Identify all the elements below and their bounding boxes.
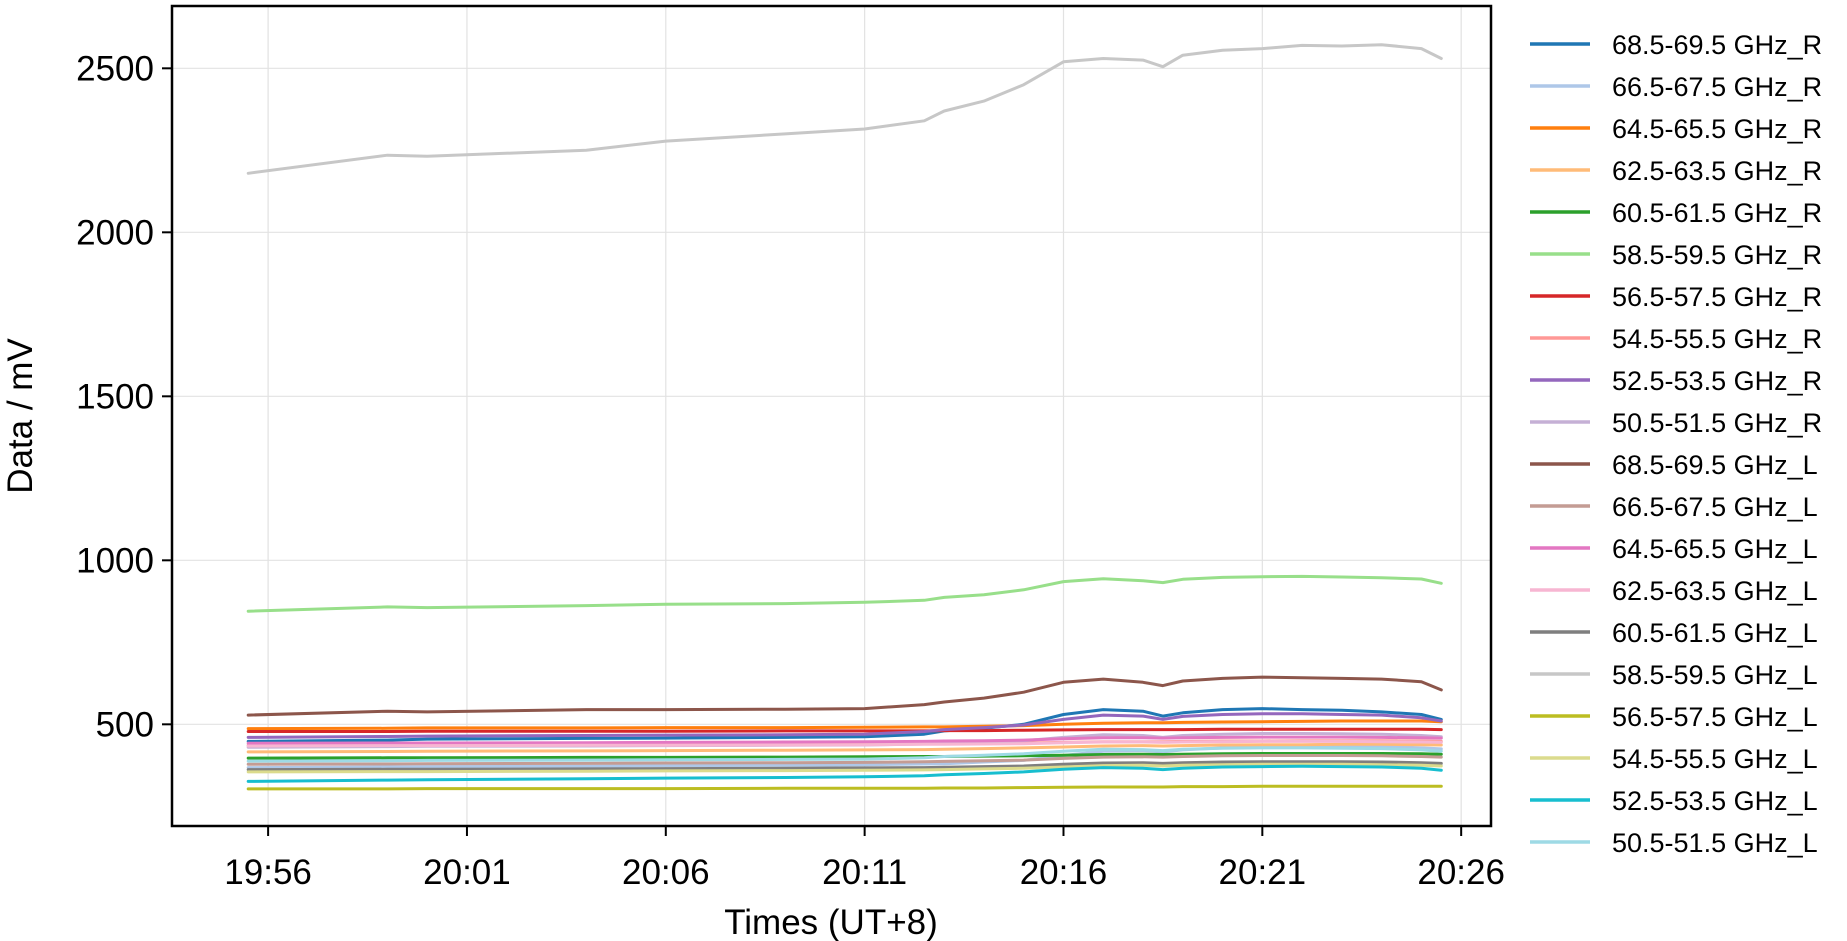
legend-label: 52.5-53.5 GHz_L: [1612, 786, 1818, 816]
series-line: [246, 746, 1443, 763]
legend-label: 60.5-61.5 GHz_L: [1612, 618, 1818, 648]
y-axis-ticks: 500 1000 1500 2000 2500: [76, 49, 172, 744]
x-tick-label: 20:21: [1219, 853, 1307, 892]
y-tick-label: 2500: [76, 49, 154, 88]
legend-label: 68.5-69.5 GHz_R: [1612, 30, 1822, 60]
series-line: [246, 760, 1443, 772]
legend-label: 68.5-69.5 GHz_L: [1612, 450, 1818, 480]
series-line: [246, 43, 1443, 175]
x-tick-label: 20:11: [822, 853, 907, 892]
x-tick-label: 20:01: [423, 853, 511, 892]
series-line: [246, 752, 1443, 760]
legend-label: 64.5-65.5 GHz_R: [1612, 114, 1822, 144]
legend-label: 54.5-55.5 GHz_L: [1612, 744, 1818, 774]
plot-frame: [170, 4, 1493, 828]
x-tick-label: 19:56: [224, 853, 312, 892]
series-line: [246, 707, 1443, 743]
legend-label: 66.5-67.5 GHz_R: [1612, 72, 1822, 102]
y-axis-label: Data / mV: [1, 338, 40, 494]
series-line: [246, 574, 1443, 613]
x-tick-label: 20:06: [622, 853, 710, 892]
legend-label: 58.5-59.5 GHz_L: [1612, 660, 1818, 690]
legend-label: 58.5-59.5 GHz_R: [1612, 240, 1822, 270]
series-line: [246, 742, 1443, 754]
x-tick-label: 20:26: [1417, 853, 1505, 892]
x-tick-label: 20:16: [1020, 853, 1108, 892]
legend-label: 60.5-61.5 GHz_R: [1612, 198, 1822, 228]
legend-label: 64.5-65.5 GHz_L: [1612, 534, 1818, 564]
legend: 68.5-69.5 GHz_R 66.5-67.5 GHz_R 64.5-65.5 …: [1530, 30, 1822, 858]
legend-label: 50.5-51.5 GHz_R: [1612, 408, 1822, 438]
grid-lines: [172, 6, 1491, 826]
y-tick-label: 1000: [76, 541, 154, 580]
legend-label: 66.5-67.5 GHz_L: [1612, 492, 1818, 522]
series-line: [246, 719, 1443, 731]
series-line: [246, 754, 1443, 766]
legend-label: 62.5-63.5 GHz_R: [1612, 156, 1822, 186]
series-line: [246, 739, 1443, 748]
y-tick-label: 2000: [76, 213, 154, 252]
legend-label: 56.5-57.5 GHz_R: [1612, 282, 1822, 312]
series-line: [246, 762, 1443, 774]
series-line: [246, 675, 1443, 717]
series-lines: [246, 43, 1443, 791]
legend-label: 50.5-51.5 GHz_L: [1612, 828, 1818, 858]
legend-label: 54.5-55.5 GHz_R: [1612, 324, 1822, 354]
legend-label: 56.5-57.5 GHz_L: [1612, 702, 1818, 732]
x-axis-ticks: 19:56 20:01 20:06 20:11 20:16 20:21 20:26: [224, 826, 1505, 892]
series-line: [246, 784, 1443, 791]
series-line: [246, 727, 1443, 733]
y-tick-label: 1500: [76, 377, 154, 416]
x-axis-label: Times (UT+8): [724, 903, 938, 941]
series-line: [246, 735, 1443, 745]
legend-label: 62.5-63.5 GHz_L: [1612, 576, 1818, 606]
series-line: [246, 764, 1443, 783]
series-line: [246, 712, 1443, 739]
y-tick-label: 500: [96, 705, 154, 744]
legend-label: 52.5-53.5 GHz_R: [1612, 366, 1822, 396]
